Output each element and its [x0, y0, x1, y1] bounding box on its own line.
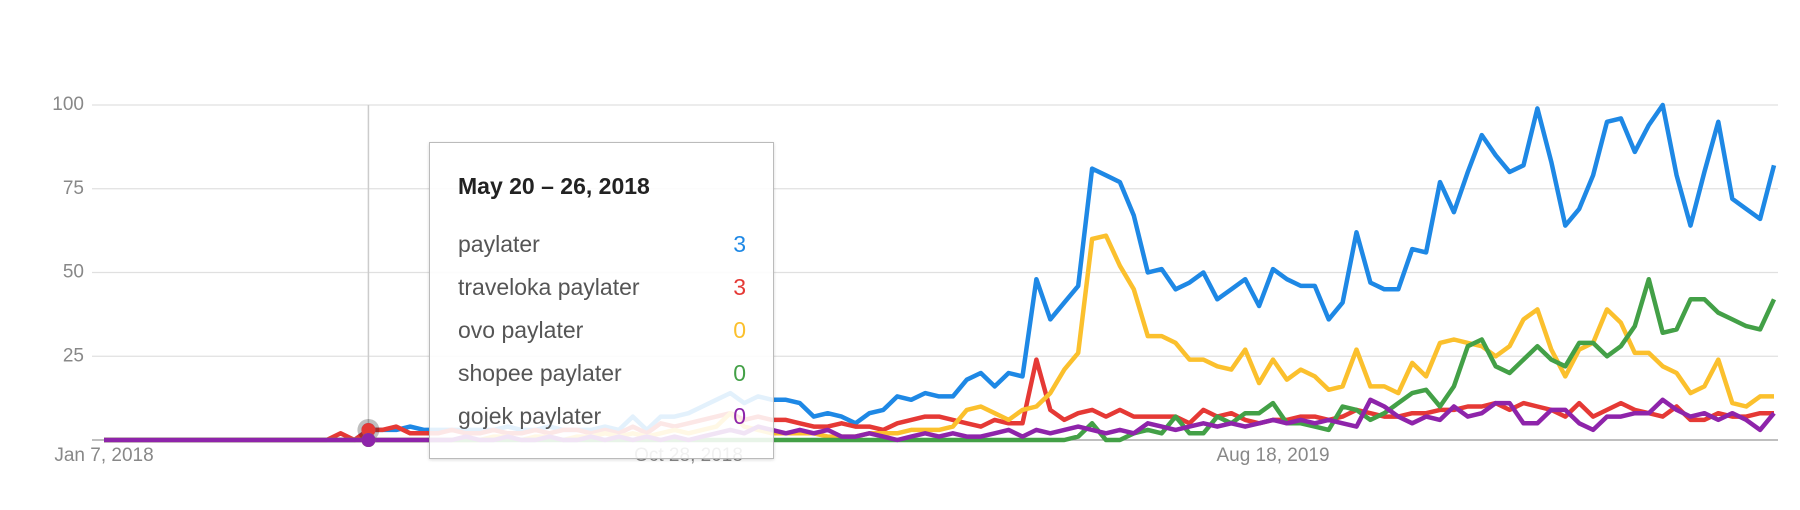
series-value: 3 — [733, 231, 746, 257]
y-tick-label: 100 — [52, 94, 84, 115]
tooltip-row: paylater 3 — [458, 231, 746, 258]
x-tick-label: Jan 7, 2018 — [54, 445, 153, 466]
x-tick-label: Aug 18, 2019 — [1216, 445, 1329, 466]
series-value: 0 — [733, 360, 746, 386]
tooltip: May 20 – 26, 2018 paylater 3 traveloka pay… — [429, 142, 774, 459]
series-name: ovo paylater — [458, 317, 584, 343]
series-value: 3 — [733, 274, 746, 300]
series-value: 0 — [733, 317, 746, 343]
tooltip-row: ovo paylater 0 — [458, 317, 746, 344]
hover-dot — [361, 422, 376, 437]
series-line — [104, 233, 1774, 443]
series-name: traveloka paylater — [458, 274, 640, 300]
y-tick-label: 75 — [63, 178, 84, 199]
tooltip-title: May 20 – 26, 2018 — [458, 173, 650, 199]
hover-dot — [361, 433, 376, 447]
series-name: shopee paylater — [458, 360, 622, 386]
tooltip-row: shopee paylater 0 — [458, 360, 746, 387]
tooltip-row: traveloka paylater 3 — [458, 274, 746, 301]
series-name: gojek paylater — [458, 403, 602, 429]
series-name: paylater — [458, 231, 540, 257]
y-tick-label: 25 — [63, 345, 84, 366]
y-tick-label: 50 — [63, 262, 84, 283]
series-value: 0 — [733, 403, 746, 429]
tooltip-row: gojek paylater 0 — [458, 403, 746, 430]
series-line — [104, 397, 1776, 443]
